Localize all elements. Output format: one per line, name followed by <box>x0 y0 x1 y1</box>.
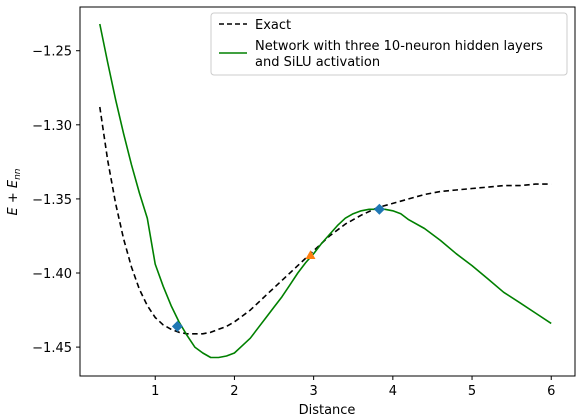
plot-lines <box>99 23 552 359</box>
x-tick-label: 4 <box>389 384 397 399</box>
series-line-exact <box>99 106 552 335</box>
y-label-subscript: nn <box>13 168 23 180</box>
x-axis-label: Distance <box>299 403 356 418</box>
legend-label-network-line1: Network with three 10-neuron hidden laye… <box>255 39 543 54</box>
y-label-plus: + <box>6 188 21 207</box>
plot-frame <box>79 6 576 377</box>
plot-markers <box>171 203 385 332</box>
x-tick-label: 6 <box>547 384 555 399</box>
diamond-marker-1 <box>171 320 183 332</box>
y-tick-label: −1.40 <box>32 267 72 282</box>
y-axis: −1.25 −1.30 −1.35 −1.40 −1.45 <box>32 45 80 356</box>
x-axis: 1 2 3 4 5 6 <box>151 376 555 399</box>
triangle-marker <box>305 250 316 259</box>
series-line-network <box>99 23 552 359</box>
diamond-marker-2 <box>373 203 385 215</box>
x-tick-label: 2 <box>230 384 238 399</box>
x-tick-label: 5 <box>468 384 476 399</box>
y-label-e: E <box>6 207 21 216</box>
y-axis-label: E + Enn <box>6 168 23 215</box>
legend-label-network-line2: and SiLU activation <box>255 55 380 70</box>
legend-box <box>210 12 568 76</box>
x-tick-label: 1 <box>151 384 159 399</box>
y-label-e2: E <box>6 179 21 188</box>
y-tick-label: −1.45 <box>32 341 72 356</box>
legend-label-exact: Exact <box>255 18 291 33</box>
y-tick-label: −1.25 <box>32 45 72 60</box>
y-tick-label: −1.35 <box>32 193 72 208</box>
y-tick-label: −1.30 <box>32 119 72 134</box>
legend: Exact Network with three 10-neuron hidde… <box>210 12 568 76</box>
x-tick-label: 3 <box>309 384 317 399</box>
